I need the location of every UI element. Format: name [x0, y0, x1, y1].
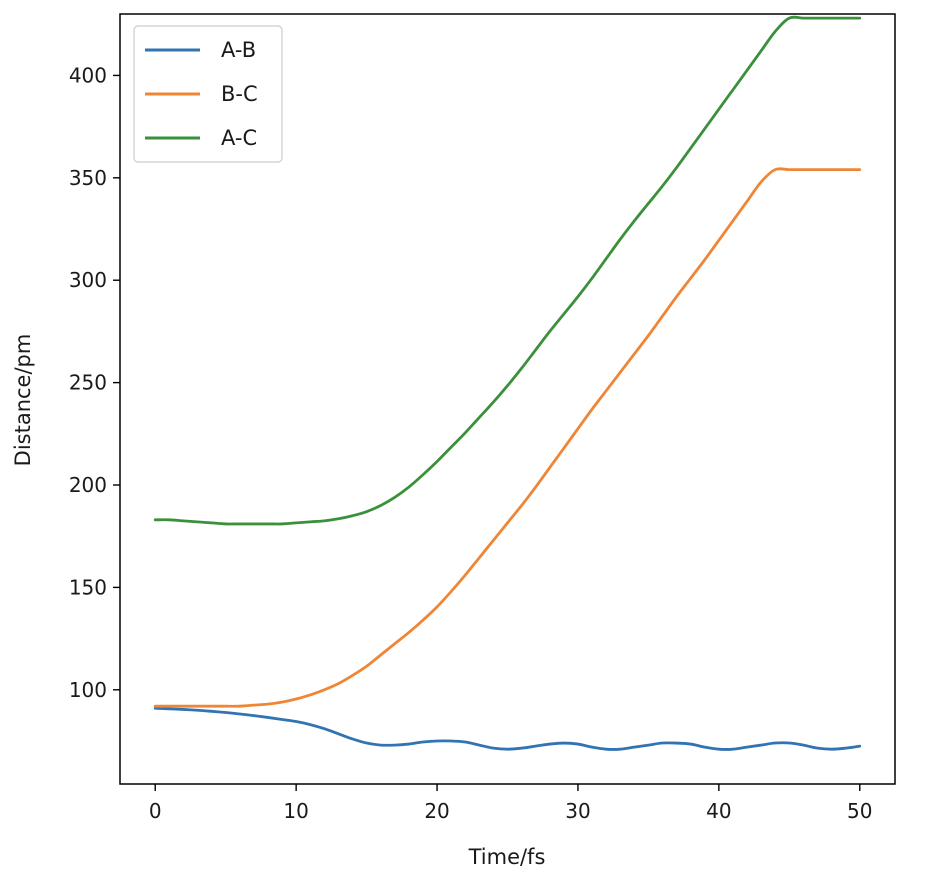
legend-label-b-c: B-C: [221, 82, 258, 106]
y-tick-label: 300: [69, 268, 107, 292]
x-tick-label: 10: [283, 799, 308, 823]
series-line-a-c: [153, 15, 862, 526]
x-tick-label: 40: [706, 799, 731, 823]
x-axis-label: Time/fs: [468, 845, 546, 869]
legend-box: [133, 25, 283, 163]
x-tick-label: 0: [149, 799, 162, 823]
y-tick-label: 200: [69, 473, 107, 497]
y-tick-label: 150: [69, 575, 107, 599]
axis-ticks: 0 10 20 30 40 50 100 150 200 250 300 350 400: [69, 63, 873, 823]
legend-label-a-b: A-B: [221, 38, 256, 62]
legend: A-B B-C A-C: [133, 25, 283, 163]
y-tick-label: 100: [69, 678, 107, 702]
plot-frame: [119, 13, 896, 785]
y-axis-label: Distance/pm: [11, 334, 35, 467]
x-tick-label: 20: [424, 799, 449, 823]
y-tick-label: 400: [69, 63, 107, 87]
series-lines: [153, 15, 862, 751]
x-tick-label: 30: [565, 799, 590, 823]
series-line-b-c: [153, 167, 862, 708]
legend-label-a-c: A-C: [221, 126, 257, 150]
x-tick-label: 50: [847, 799, 872, 823]
y-tick-label: 350: [69, 166, 107, 190]
series-line-a-b: [153, 706, 862, 751]
y-tick-label: 250: [69, 371, 107, 395]
